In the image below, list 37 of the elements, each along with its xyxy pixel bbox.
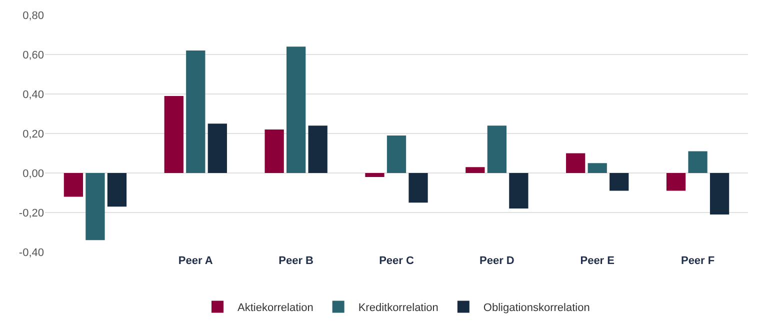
x-tick-label: Peer B [278, 255, 314, 267]
bar [86, 173, 105, 240]
bar [509, 173, 528, 209]
x-tick-label: Peer E [580, 255, 614, 267]
bar [487, 126, 506, 173]
bar [286, 46, 306, 173]
y-tick-label: 0,40 [22, 88, 44, 101]
y-tick-label: 0,80 [22, 10, 44, 22]
bar [208, 124, 227, 173]
bar [588, 163, 607, 173]
bar [666, 173, 686, 191]
x-tick-label: Peer D [480, 255, 514, 267]
y-tick-label: 0,20 [22, 128, 44, 140]
bar [365, 173, 384, 177]
bar [710, 173, 730, 214]
legend-label: Obligationskorrelation [483, 302, 590, 314]
y-tick-label: -0,20 [18, 207, 44, 220]
bar [466, 167, 485, 173]
x-tick-label: Peer A [178, 255, 213, 267]
bar [610, 173, 629, 191]
bar [386, 135, 406, 173]
bar [688, 151, 708, 173]
y-tick-label: 0,60 [22, 49, 44, 62]
y-tick-label: 0,00 [22, 168, 44, 180]
bar [264, 130, 284, 173]
bar [64, 173, 84, 197]
bar [566, 153, 586, 173]
bar [107, 173, 127, 207]
bar [164, 96, 184, 173]
legend-label: Aktiekorrelation [238, 302, 314, 314]
legend-label: Kreditkorrelation [358, 302, 438, 314]
x-tick-label: Peer F [680, 255, 715, 267]
bar [186, 50, 206, 173]
bar [308, 126, 328, 173]
x-tick-label: Peer C [379, 255, 414, 267]
bar [408, 173, 428, 203]
y-tick-label: -0,40 [18, 246, 44, 259]
